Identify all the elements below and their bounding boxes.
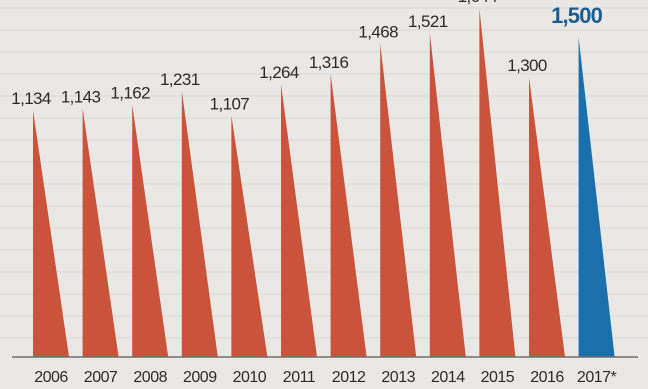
value-label-2007: 1,143 [61,87,101,106]
bars-group [33,8,615,358]
bar-2011 [281,84,317,357]
value-label-2009: 1,231 [160,70,200,89]
x-tick-label-2009: 2009 [183,369,217,386]
bar-2006 [33,110,69,357]
value-label-2006: 1,134 [11,89,51,108]
x-tick-labels-group: 2006 2007 2008 2009 2010 2011 2012 2013 2014 2015… [34,369,617,386]
value-label-2017: 1,500 [551,3,603,28]
x-tick-label-2007: 2007 [84,369,118,386]
bar-2015 [479,8,516,357]
x-tick-label-2016: 2016 [530,369,564,386]
x-tick-label-2013: 2013 [381,369,415,386]
value-label-2013: 1,468 [358,22,398,41]
bar-2014 [429,32,466,358]
x-tick-label-2008: 2008 [133,369,167,386]
value-label-2016: 1,300 [507,56,547,75]
x-tick-label-2015: 2015 [481,369,515,386]
value-label-2011: 1,264 [259,63,299,82]
x-tick-label-2012: 2012 [332,369,366,386]
bar-2012 [330,73,367,358]
x-tick-label-2010: 2010 [233,369,267,386]
value-label-2015: 1,644 [458,0,498,6]
bar-2008 [132,104,169,357]
bar-2010 [231,115,268,357]
bar-2013 [380,43,417,358]
bar-2017 [578,37,615,357]
value-label-2010: 1,107 [210,95,250,114]
value-labels-group: 1,134 1,143 1,162 1,231 1,107 1,264 1,316 1,468… [11,0,603,114]
x-tick-label-2006: 2006 [34,369,68,386]
bar-2016 [529,77,565,357]
value-label-2008: 1,162 [110,84,150,103]
x-tick-label-2017: 2017* [577,369,617,386]
value-label-2014: 1,521 [408,12,448,31]
bar-2009 [181,90,218,358]
x-tick-label-2011: 2011 [283,369,316,386]
x-tick-label-2014: 2014 [431,369,465,386]
bar-2007 [82,108,119,358]
value-label-2012: 1,316 [309,53,349,72]
